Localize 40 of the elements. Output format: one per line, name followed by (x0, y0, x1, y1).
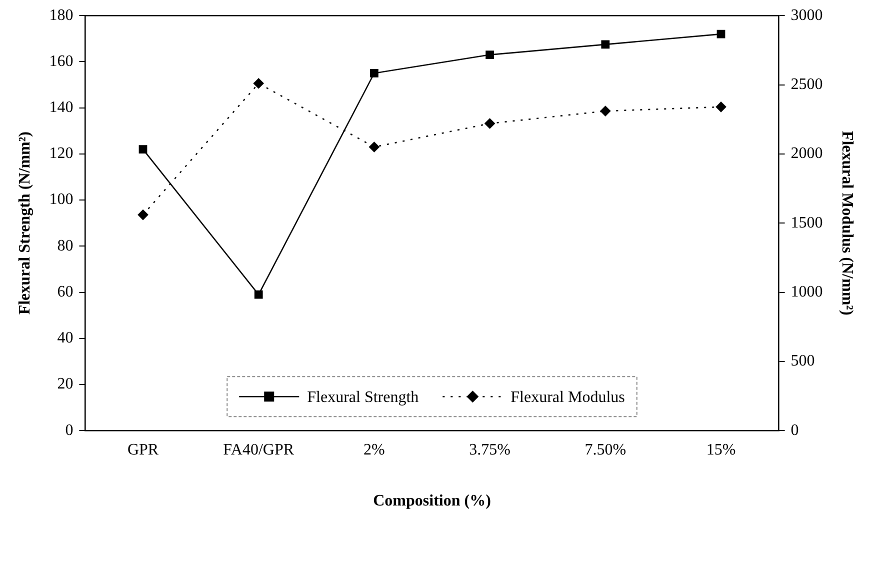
x-tick-label: 15% (706, 441, 736, 458)
y-axis-title: Flexural Strength (N/mm²) (16, 132, 34, 315)
y-tick-label: 80 (57, 237, 74, 254)
point (716, 30, 726, 38)
x-tick-label: 3.75% (469, 441, 510, 458)
y2-tick-label: 0 (790, 422, 799, 439)
y-tick-label: 140 (49, 99, 74, 116)
y2-tick-label: 2000 (790, 145, 823, 162)
point (138, 210, 148, 220)
point (253, 78, 264, 89)
y-tick-label: 60 (57, 283, 74, 300)
point (254, 290, 263, 299)
y2-tick-label: 1000 (790, 283, 823, 300)
point (138, 145, 148, 154)
x-tick-label: 7.50% (584, 441, 626, 458)
x-tick-label: 2% (364, 441, 385, 458)
point (600, 106, 611, 116)
legend-label: Flexural Strength (307, 388, 419, 406)
y2-axis-title: Flexural Modulus (N/mm²) (838, 130, 856, 316)
x-axis-title: Composition (%) (373, 492, 491, 510)
point (484, 118, 495, 129)
y-tick-label: 100 (49, 191, 74, 208)
y-tick-label: 120 (49, 145, 74, 162)
point (369, 142, 380, 152)
point (370, 69, 378, 78)
y-tick-label: 0 (65, 422, 74, 439)
y2-tick-label: 2500 (790, 76, 823, 93)
point (716, 102, 726, 112)
point (601, 40, 610, 49)
y2-tick-label: 3000 (790, 6, 823, 24)
y-tick-label: 40 (57, 330, 74, 347)
y2-tick-label: 1500 (790, 214, 823, 232)
y-tick-label: 160 (49, 52, 74, 70)
x-tick-label: FA40/GPR (223, 441, 294, 458)
point (486, 50, 494, 59)
x-tick-label: GPR (127, 441, 159, 458)
y2-tick-label: 500 (790, 352, 815, 370)
y-tick-label: 180 (49, 6, 74, 24)
legend-label: Flexural Modulus (510, 388, 625, 406)
y-tick-label: 20 (57, 376, 74, 393)
